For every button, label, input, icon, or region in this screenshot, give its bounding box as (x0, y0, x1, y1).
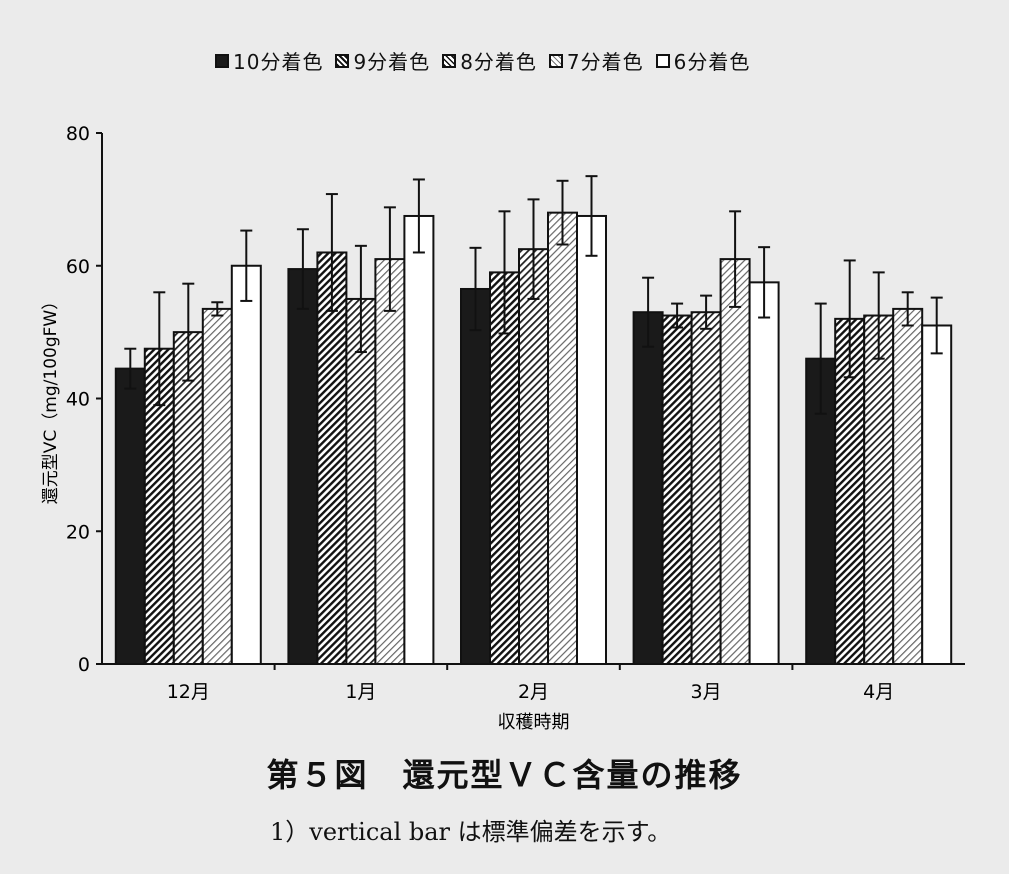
x-tick-label: 1月 (345, 681, 376, 703)
bar (403, 214, 435, 665)
legend-swatch-7 (548, 53, 563, 68)
legend-swatch-6 (655, 53, 670, 68)
legend-label-8: 8分着色 (460, 50, 537, 74)
legend-item-7: 7分着色 (548, 46, 644, 75)
bar (489, 271, 520, 665)
y-tick-label: 20 (66, 521, 90, 543)
bar (748, 281, 780, 665)
plot-area: 0 20 40 60 80 12月 1月 2月 3月 4月 (66, 123, 965, 703)
legend-item-10: 10分着色 (215, 46, 323, 75)
y-tick-label: 40 (66, 389, 90, 411)
bar (172, 331, 204, 665)
bar (863, 314, 895, 665)
bar (201, 307, 233, 665)
y-tick-label: 0 (78, 654, 90, 676)
legend-label-7: 7分着色 (566, 50, 644, 74)
legend-label-10: 10分着色 (233, 50, 324, 74)
x-tick-label: 4月 (863, 681, 894, 703)
bar (632, 311, 664, 665)
x-axis-label: 収穫時期 (498, 712, 570, 733)
bar (345, 297, 377, 665)
bar (230, 264, 262, 665)
y-tick-label: 60 (66, 256, 90, 278)
bar (114, 367, 146, 665)
bar (690, 311, 722, 665)
chart: 0 20 40 60 80 12月 1月 2月 3月 4月 還元型VC（mg/100gFW） 収穫… (41, 123, 965, 733)
bar (892, 307, 924, 665)
x-tick-label: 3月 (691, 681, 722, 703)
bar (921, 324, 953, 665)
figure-note: 1）vertical bar は標準偏差を示す。 (270, 818, 672, 846)
x-tick-label: 2月 (518, 681, 549, 703)
legend-swatch-9 (335, 53, 350, 68)
y-axis-label: 還元型VC（mg/100gFW） (41, 293, 61, 504)
bar (287, 268, 319, 665)
bar (576, 214, 607, 665)
legend-swatch-8 (442, 53, 457, 68)
x-tick-label: 12月 (167, 681, 210, 703)
legend-item-6: 6分着色 (655, 46, 751, 75)
legend: 10分着色 9分着色 8分着色 7分着色 6分着色 (215, 46, 756, 75)
bar (719, 258, 751, 665)
y-tick-label: 80 (66, 123, 90, 145)
bar (518, 248, 549, 665)
legend-swatch-10 (215, 53, 229, 68)
bar (547, 211, 578, 665)
bar (460, 287, 491, 665)
legend-item-8: 8分着色 (442, 46, 537, 75)
legend-item-9: 9分着色 (335, 46, 430, 75)
bar (661, 314, 693, 665)
legend-label-9: 9分着色 (353, 50, 431, 74)
figure-title: 第５図 還元型ＶＣ含量の推移 (266, 756, 743, 794)
bar (316, 251, 348, 665)
bar (374, 258, 406, 665)
legend-label-6: 6分着色 (673, 50, 751, 74)
